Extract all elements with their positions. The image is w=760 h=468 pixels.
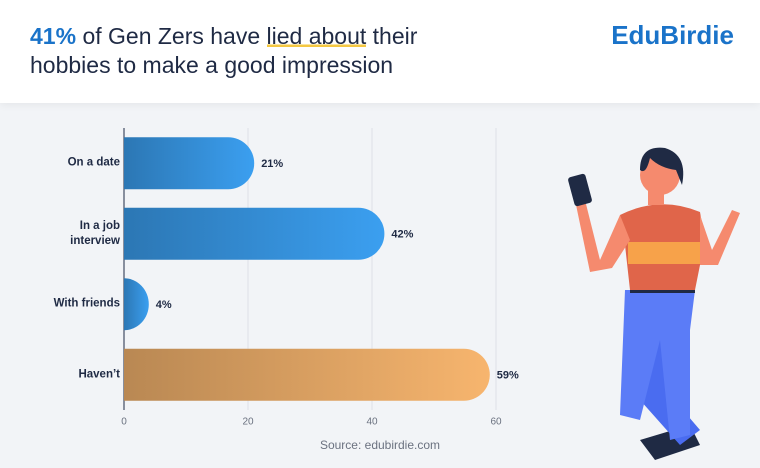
value-label: 59% (497, 370, 519, 382)
title-text: of Gen Zers have (82, 23, 261, 49)
bar (124, 137, 255, 190)
brand-logo: EduBirdie (611, 20, 734, 50)
x-tick-label: 60 (490, 417, 502, 428)
x-tick-label: 0 (121, 417, 127, 428)
title-text: their hobbies to make a good impression (30, 23, 418, 78)
value-label: 4% (156, 299, 172, 311)
title-highlight: 41% (30, 23, 77, 49)
value-label: 21% (261, 158, 283, 170)
chart-title: 41% of Gen Zers have lied about their ho… (30, 22, 480, 80)
source: Source: edubirdie.com (320, 438, 440, 452)
bar (124, 348, 490, 401)
title-underlined: lied about (266, 23, 367, 49)
y-tick-label: Haven’t (78, 368, 120, 381)
bar (124, 207, 385, 260)
x-tick-label: 20 (242, 417, 254, 428)
y-tick-label: With friends (53, 297, 120, 310)
x-tick-label: 40 (366, 417, 378, 428)
illustration (568, 147, 740, 460)
value-label: 42% (391, 229, 413, 241)
header: 41% of Gen Zers have lied about their ho… (0, 0, 760, 103)
y-tick-label: In a job interview (70, 219, 120, 247)
y-tick-label: On a date (67, 156, 120, 169)
bar (124, 278, 149, 331)
